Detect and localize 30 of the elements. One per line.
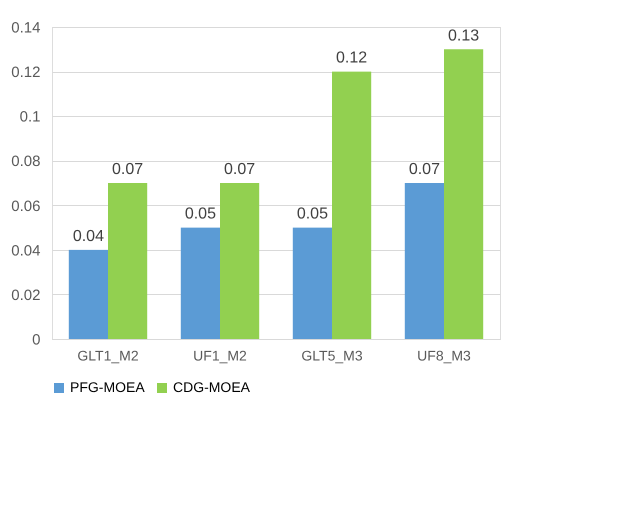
- bar: [444, 49, 484, 339]
- bar: [292, 228, 332, 339]
- y-tick-label: 0.14: [11, 20, 40, 36]
- y-tick-label: 0.08: [11, 153, 40, 170]
- data-label: 0.12: [336, 50, 368, 67]
- bar: [404, 183, 444, 339]
- legend-label: CDG-MOEA: [173, 379, 251, 395]
- data-label: 0.07: [112, 161, 144, 178]
- data-label: 0.13: [448, 27, 480, 44]
- y-tick-label: 0.04: [11, 242, 40, 260]
- bar: [220, 183, 260, 339]
- y-tick-label: 0.12: [11, 64, 40, 82]
- x-tick-label: UF1_M2: [193, 348, 248, 364]
- y-tick-label: 0.06: [11, 198, 40, 215]
- y-tick-label: 0: [32, 332, 40, 348]
- y-tick-label: 0.02: [11, 286, 40, 304]
- x-tick-label: GLT5_M3: [301, 348, 363, 364]
- bar: [68, 250, 108, 339]
- data-label: 0.05: [184, 206, 216, 223]
- bar: [332, 72, 372, 339]
- bar: [108, 183, 148, 339]
- x-tick-label: UF8_M3: [417, 348, 472, 364]
- bar: [180, 228, 220, 339]
- x-tick-label: GLT1_M2: [77, 348, 139, 364]
- data-label: 0.04: [72, 228, 104, 245]
- y-tick-label: 0.1: [20, 108, 40, 126]
- data-label: 0.05: [296, 206, 328, 223]
- legend-label: PFG-MOEA: [70, 379, 146, 395]
- data-label: 0.07: [224, 161, 256, 178]
- data-label: 0.07: [408, 161, 440, 178]
